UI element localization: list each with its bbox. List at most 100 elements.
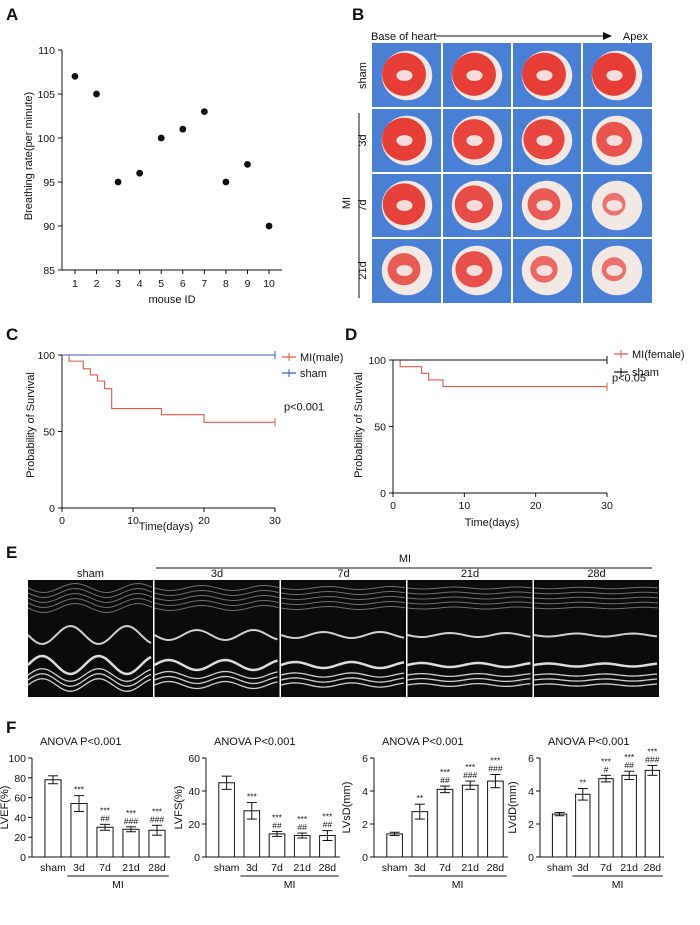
wall-trace — [280, 591, 406, 595]
posterior-wall-trace — [153, 658, 278, 672]
echo-label: 28d — [587, 568, 605, 580]
wall-trace — [533, 601, 659, 605]
category-label: 21d — [461, 862, 479, 874]
pericardium-trace — [280, 682, 405, 688]
x-tick-label: 0 — [390, 500, 396, 512]
star-significance: *** — [465, 762, 476, 772]
wall-trace — [280, 586, 406, 590]
bar — [122, 828, 140, 858]
category-label: 3d — [577, 862, 589, 874]
survival-curve-male: Probability of Survival Time(days) 0 50 10… — [25, 350, 343, 533]
pericardium-trace — [27, 678, 152, 692]
septum-trace — [533, 632, 658, 638]
hash-significance: ## — [100, 813, 110, 823]
ventricle-lumen — [606, 70, 623, 81]
ventricle-lumen — [396, 200, 413, 211]
wall-trace — [280, 606, 406, 610]
x-tick-label: 8 — [223, 278, 229, 290]
category-label: 21d — [620, 862, 638, 874]
pericardium-trace — [407, 682, 531, 688]
ventricle-lumen — [536, 200, 553, 211]
wall-trace — [280, 601, 406, 605]
x-tick-label: 10 — [458, 500, 470, 512]
category-label: 7d — [99, 862, 111, 874]
star-significance: ** — [416, 793, 423, 803]
wall-trace — [154, 605, 279, 611]
ventricle-lumen — [536, 265, 553, 276]
x-tick-label: 30 — [601, 500, 613, 512]
posterior-wall-trace — [533, 662, 658, 668]
pericardium-trace — [280, 677, 405, 683]
p-value-annotation: p<0.05 — [612, 373, 646, 385]
hash-significance: ## — [624, 760, 634, 770]
panel-c-xlabel: Time(days) — [139, 521, 194, 533]
star-significance: *** — [272, 812, 283, 822]
row-label: sham — [357, 62, 369, 89]
anova-title: ANOVA P<0.001 — [382, 736, 463, 748]
echo-image — [534, 580, 659, 697]
wall-trace — [407, 601, 532, 605]
wall-trace — [533, 591, 659, 595]
ventricle-lumen — [466, 265, 483, 276]
panel-label-d: D — [345, 325, 357, 344]
bar — [436, 788, 454, 858]
hash-significance: ## — [297, 822, 307, 832]
y-tick-label: 50 — [43, 427, 55, 439]
ventricle-lumen — [536, 70, 553, 81]
wall-trace — [27, 593, 153, 603]
y-tick-label: 95 — [43, 177, 55, 189]
x-tick-label: 1 — [72, 278, 78, 290]
y-tick-label: 100 — [37, 133, 55, 145]
bar — [644, 769, 661, 858]
panel-d-xlabel: Time(days) — [465, 517, 520, 529]
pericardium-trace — [27, 673, 152, 687]
m-mode-echocardiograms: MI sham 3d 7d 21d 28d — [27, 553, 659, 697]
hash-significance: ### — [463, 770, 477, 780]
y-tick-label: 100 — [8, 753, 26, 765]
bar — [44, 779, 62, 858]
bar — [218, 782, 235, 858]
pericardium-trace — [407, 672, 531, 678]
wall-trace — [407, 591, 532, 595]
star-significance: *** — [297, 814, 308, 824]
bar-chart: ANOVA P<0.001 LVEF(%) 0 20 40 60 80 100 sham 3d **… — [0, 736, 170, 891]
ventricle-lumen — [606, 135, 623, 146]
wall-trace — [407, 606, 532, 610]
row-label: 3d — [357, 134, 369, 146]
x-tick-label: 20 — [530, 500, 542, 512]
legend-label: MI(male) — [300, 352, 343, 364]
data-point — [93, 90, 100, 98]
star-significance: *** — [601, 756, 612, 766]
category-label: 3d — [73, 862, 85, 874]
panel-c-ylabel: Probability of Survival — [25, 372, 37, 478]
star-significance: *** — [74, 785, 85, 795]
category-label: 3d — [246, 862, 258, 874]
mi-group-label: MI — [284, 879, 296, 891]
legend-label: sham — [300, 368, 327, 380]
y-tick-label: 6 — [528, 753, 534, 765]
ventricle-lumen — [466, 200, 483, 211]
septum-trace — [280, 630, 405, 639]
y-tick-label: 0 — [194, 852, 200, 864]
category-label: sham — [382, 862, 408, 874]
wall-trace — [533, 596, 659, 600]
pericardium-trace — [154, 680, 278, 690]
category-label: 21d — [293, 862, 311, 874]
hash-significance: ### — [645, 754, 659, 764]
category-label: 7d — [439, 862, 451, 874]
panel-label-a: A — [6, 5, 18, 24]
x-tick-label: 7 — [201, 278, 207, 290]
survival-curve-female: Probability of Survival Time(days) 0 50 10… — [353, 349, 685, 529]
bar — [96, 826, 114, 858]
septum-trace — [27, 624, 152, 645]
x-tick-label: 2 — [94, 278, 100, 290]
echo-image — [407, 580, 533, 697]
wall-trace — [280, 596, 406, 600]
posterior-wall-trace — [27, 654, 152, 676]
posterior-wall-trace — [280, 660, 405, 670]
star-significance: *** — [247, 792, 258, 802]
